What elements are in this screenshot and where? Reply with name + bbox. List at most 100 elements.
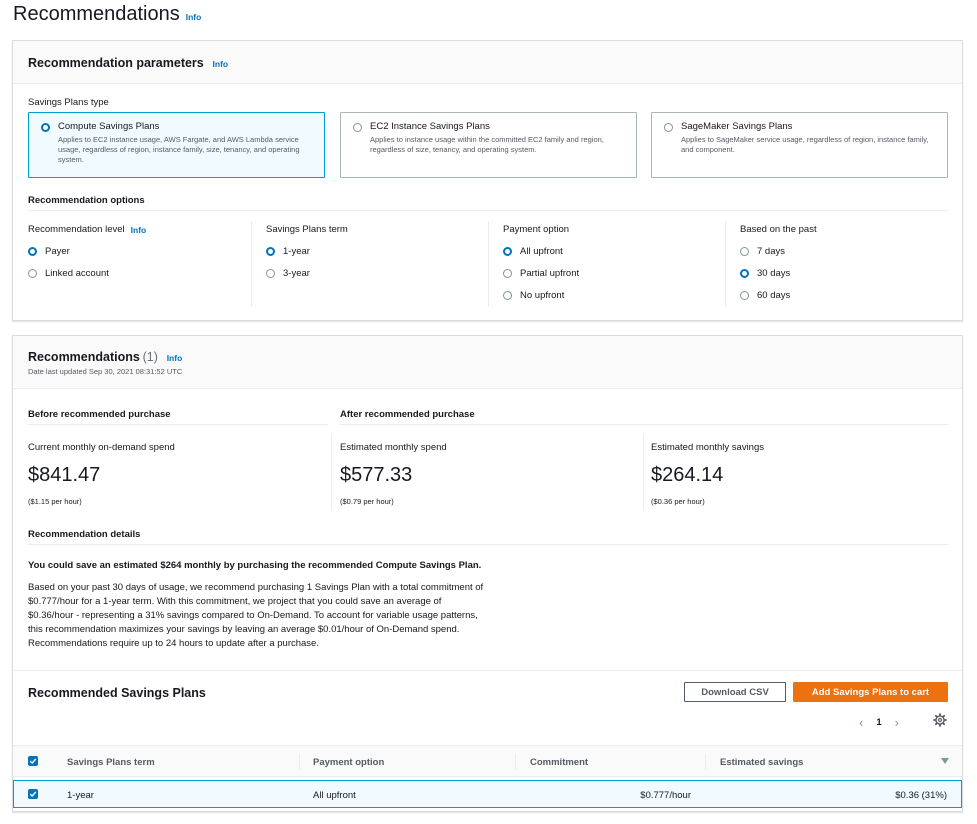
details-headline: You could save an estimated $264 monthly…: [28, 560, 482, 571]
cell-commitment: $0.777/hour: [640, 790, 691, 801]
radio[interactable]: [740, 247, 749, 256]
options-divider: [28, 210, 948, 211]
details-divider: [28, 544, 948, 545]
metric-divider: [331, 434, 332, 510]
ec2-instance-savings-plans-radio[interactable]: [353, 123, 362, 132]
sagemaker-savings-plans-card[interactable]: SageMaker Savings Plans Applies to SageM…: [651, 112, 948, 178]
after-divider: [340, 424, 948, 425]
term-option-1-year[interactable]: 1-year: [266, 246, 310, 257]
pagination: ‹ 1 ›: [859, 714, 899, 730]
past-option-7-days[interactable]: 7 days: [740, 246, 785, 257]
recommendation-level-label: Recommendation level Info: [28, 224, 146, 235]
card-title: Compute Savings Plans: [58, 121, 160, 132]
details-line: $0.36/hour - representing a 31% savings …: [28, 610, 478, 621]
last-updated-date: Date last updated Sep 30, 2021 08:31:52 …: [28, 367, 183, 376]
col-divider: [515, 754, 516, 770]
card-title: EC2 Instance Savings Plans: [370, 121, 490, 132]
option-label: 7 days: [757, 246, 785, 257]
card-desc: Applies to SageMaker service usage, rega…: [681, 135, 929, 154]
after-purchase-label: After recommended purchase: [340, 409, 475, 420]
chevron-left-icon[interactable]: ‹: [859, 714, 864, 730]
past-label: Based on the past: [740, 224, 817, 235]
term-label: Savings Plans term: [266, 224, 348, 235]
metric-divider: [643, 434, 644, 510]
radio[interactable]: [503, 291, 512, 300]
metric-sub: ($1.15 per hour): [28, 497, 82, 506]
header-estimated-savings[interactable]: Estimated savings: [720, 757, 804, 768]
estimated-spend-value: $577.33: [340, 464, 413, 486]
page-info-link[interactable]: Info: [185, 12, 202, 22]
metric-label: Current monthly on-demand spend: [28, 442, 175, 453]
payment-option-all-upfront[interactable]: All upfront: [503, 246, 563, 257]
metric-label: Estimated monthly spend: [340, 442, 447, 453]
row-checkbox[interactable]: [28, 789, 38, 799]
chevron-right-icon[interactable]: ›: [894, 714, 899, 730]
details-line: this recommendation maximizes your savin…: [28, 624, 460, 635]
recommendations-panel: Recommendations (1) Info Date last updat…: [12, 335, 963, 812]
level-info-link[interactable]: Info: [130, 224, 147, 235]
header-payment-option[interactable]: Payment option: [313, 757, 385, 768]
option-label: 3-year: [283, 268, 310, 279]
payment-option-partial-upfront[interactable]: Partial upfront: [503, 268, 579, 279]
radio-selected[interactable]: [28, 247, 37, 256]
past-option-30-days[interactable]: 30 days: [740, 268, 790, 279]
radio[interactable]: [503, 269, 512, 278]
option-label: No upfront: [520, 290, 565, 301]
radio[interactable]: [740, 291, 749, 300]
radio[interactable]: [28, 269, 37, 278]
option-label: Partial upfront: [520, 268, 580, 279]
level-option-payer[interactable]: Payer: [28, 246, 70, 257]
option-label: Payer: [45, 246, 70, 257]
card-desc: Applies to EC2 instance usage, AWS Farga…: [58, 135, 300, 164]
recs-header: Recommendations (1) Info Date last updat…: [13, 336, 962, 389]
radio[interactable]: [266, 269, 275, 278]
radio-selected[interactable]: [740, 269, 749, 278]
sagemaker-savings-plans-radio[interactable]: [664, 123, 673, 132]
option-label: All upfront: [520, 246, 563, 257]
options-col-divider: [251, 221, 252, 307]
before-purchase-label: Before recommended purchase: [28, 409, 171, 420]
payment-label: Payment option: [503, 224, 570, 235]
cell-term: 1-year: [67, 790, 94, 801]
table-row[interactable]: 1-year All upfront $0.777/hour $0.36 (31…: [13, 780, 962, 808]
level-option-linked-account[interactable]: Linked account: [28, 268, 109, 279]
options-col-divider: [725, 221, 726, 307]
download-csv-button[interactable]: Download CSV: [684, 682, 786, 702]
gear-icon[interactable]: [933, 713, 947, 727]
recs-title: Recommendations: [28, 350, 140, 364]
recs-info-link[interactable]: Info: [166, 353, 183, 363]
options-col-divider: [488, 221, 489, 307]
params-header: Recommendation parameters Info: [13, 41, 962, 84]
header-savings-plans-term[interactable]: Savings Plans term: [67, 757, 155, 768]
page-number[interactable]: 1: [876, 716, 882, 728]
card-desc: Applies to instance usage within the com…: [370, 135, 604, 154]
header-commitment[interactable]: Commitment: [530, 757, 589, 768]
cell-payment: All upfront: [313, 790, 356, 801]
ec2-instance-savings-plans-card[interactable]: EC2 Instance Savings Plans Applies to in…: [340, 112, 637, 178]
level-label-text: Recommendation level: [28, 224, 125, 235]
details-line: Recommendations require up to 24 hours t…: [28, 638, 319, 649]
check-icon: [29, 791, 37, 798]
params-info-link[interactable]: Info: [212, 59, 229, 69]
metric-label: Estimated monthly savings: [651, 442, 764, 453]
card-title: SageMaker Savings Plans: [681, 121, 793, 132]
compute-savings-plans-card[interactable]: Compute Savings Plans Applies to EC2 ins…: [28, 112, 325, 178]
add-to-cart-button[interactable]: Add Savings Plans to cart: [793, 682, 948, 702]
col-divider: [705, 754, 706, 770]
recs-count: (1): [142, 350, 158, 364]
option-label: 1-year: [283, 246, 310, 257]
compute-savings-plans-radio[interactable]: [41, 123, 50, 132]
metric-sub: ($0.36 per hour): [651, 497, 705, 506]
radio-selected[interactable]: [503, 247, 512, 256]
metric-sub: ($0.79 per hour): [340, 497, 394, 506]
radio-selected[interactable]: [266, 247, 275, 256]
recommendation-options-label: Recommendation options: [28, 195, 145, 206]
past-option-60-days[interactable]: 60 days: [740, 290, 790, 301]
select-all-checkbox[interactable]: [28, 756, 38, 766]
recommendation-parameters-panel: Recommendation parameters Info Savings P…: [12, 40, 963, 321]
current-spend-value: $841.47: [28, 464, 101, 486]
payment-option-no-upfront[interactable]: No upfront: [503, 290, 564, 301]
term-option-3-year[interactable]: 3-year: [266, 268, 310, 279]
option-label: 30 days: [757, 268, 791, 279]
sort-descending-icon[interactable]: [941, 758, 949, 764]
